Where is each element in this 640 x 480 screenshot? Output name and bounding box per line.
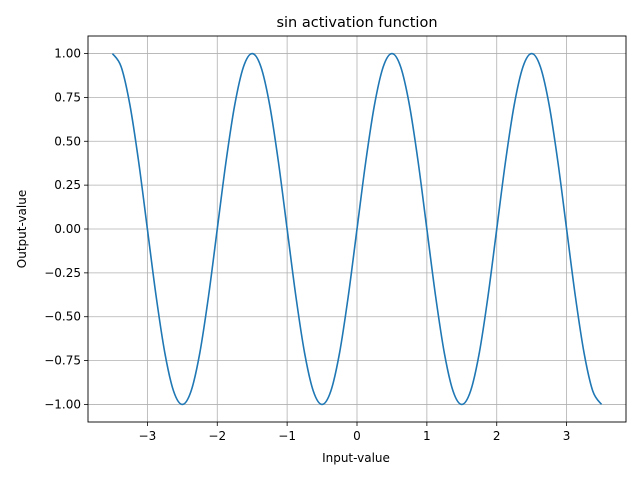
- x-tick-label: −1: [278, 429, 296, 443]
- x-tick-label: −2: [208, 429, 226, 443]
- y-tick-label: −1.00: [44, 397, 81, 411]
- y-tick-label: 0.75: [54, 90, 81, 104]
- x-axis-label: Input-value: [322, 451, 390, 465]
- x-tick-label: 2: [493, 429, 501, 443]
- x-tick-label: 1: [423, 429, 431, 443]
- chart-title: sin activation function: [276, 15, 437, 31]
- y-tick-label: 0.50: [54, 134, 81, 148]
- y-tick-label: −0.75: [44, 354, 81, 368]
- ticks: −3 −2 −1 0 1 2 3 −1.00 −0.75 −0.50 −0.25 0.00 0.25 0.…: [44, 47, 570, 443]
- y-tick-label: −0.50: [44, 310, 81, 324]
- x-tick-label: 3: [563, 429, 571, 443]
- series-line: [111, 52, 603, 406]
- y-tick-label: 0.25: [54, 178, 81, 192]
- y-tick-label: −0.25: [44, 266, 81, 280]
- y-axis-label: Output-value: [15, 190, 29, 268]
- x-tick-label: 0: [353, 429, 361, 443]
- y-tick-label: 1.00: [54, 47, 81, 61]
- y-tick-label: 0.00: [54, 222, 81, 236]
- x-tick-label: −3: [139, 429, 157, 443]
